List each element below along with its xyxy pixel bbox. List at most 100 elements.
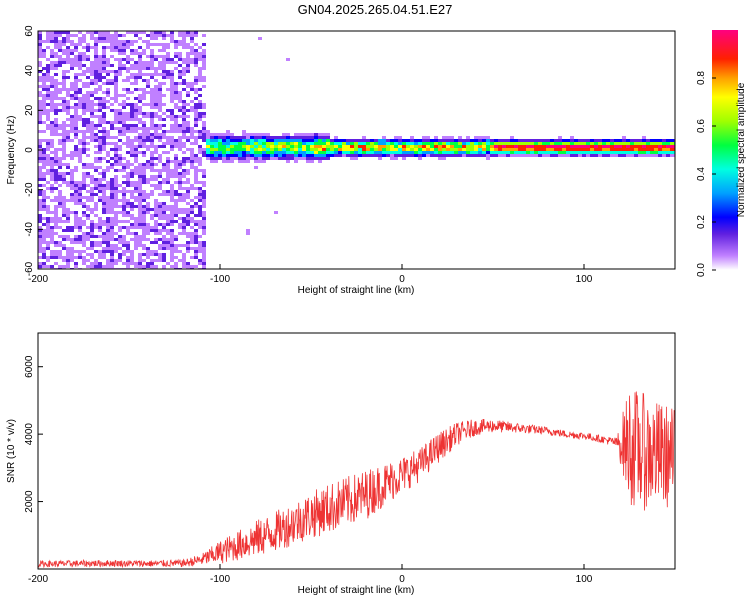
heatmap-cell [202, 238, 206, 241]
heatmap-cell [102, 232, 106, 235]
heatmap-cell [106, 118, 110, 121]
heatmap-cell [146, 199, 150, 202]
heatmap-cell [102, 79, 106, 82]
heatmap-cell [146, 34, 150, 37]
heatmap-cell [74, 247, 78, 250]
heatmap-cell [570, 151, 574, 154]
heatmap-cell [310, 145, 314, 148]
heatmap-cell [130, 91, 134, 94]
heatmap-cell [646, 142, 650, 145]
heatmap-cell [54, 178, 58, 181]
heatmap-cell [70, 259, 74, 262]
heatmap-cell [110, 181, 114, 184]
heatmap-cell [70, 163, 74, 166]
heatmap-cell [166, 118, 170, 121]
heatmap-cell [342, 151, 346, 154]
heatmap-cell [186, 112, 190, 115]
heatmap-cell [522, 139, 526, 142]
heatmap-cell [670, 139, 674, 142]
heatmap-cell [154, 187, 158, 190]
heatmap-cell [102, 43, 106, 46]
heatmap-cell [94, 190, 98, 193]
heatmap-cell [250, 148, 254, 151]
heatmap-cell [142, 172, 146, 175]
heatmap-cell [238, 136, 242, 139]
heatmap-cell [638, 136, 642, 139]
heatmap-cell [190, 262, 194, 265]
heatmap-cell [290, 151, 294, 154]
heatmap-cell [254, 139, 258, 142]
heatmap-cell [186, 223, 190, 226]
heatmap-cell [486, 151, 490, 154]
heatmap-cell [38, 70, 42, 73]
heatmap-cell [58, 226, 62, 229]
heatmap-cell [118, 106, 122, 109]
heatmap-cell [142, 139, 146, 142]
heatmap-cell [190, 82, 194, 85]
heatmap-cell [66, 67, 70, 70]
heatmap-cells [38, 31, 675, 269]
heatmap-cell [186, 70, 190, 73]
heatmap-cell [198, 244, 202, 247]
heatmap-cell [154, 205, 158, 208]
heatmap-cell [146, 226, 150, 229]
heatmap-cell [154, 124, 158, 127]
heatmap-cell [566, 139, 570, 142]
heatmap-cell [154, 94, 158, 97]
heatmap-cell [122, 64, 126, 67]
heatmap-cell [90, 34, 94, 37]
heatmap-cell [270, 148, 274, 151]
heatmap-cell [50, 169, 54, 172]
heatmap-cell [54, 265, 58, 268]
heatmap-cell [350, 151, 354, 154]
heatmap-cell [82, 67, 86, 70]
heatmap-cell [82, 217, 86, 220]
heatmap-cell [166, 208, 170, 211]
heatmap-cell [202, 67, 206, 70]
heatmap-cell [202, 181, 206, 184]
heatmap-cell [138, 100, 142, 103]
heatmap-cell [378, 142, 382, 145]
heatmap-cell [90, 247, 94, 250]
heatmap-cell [86, 238, 90, 241]
heatmap-cell [66, 124, 70, 127]
heatmap-cell [162, 214, 166, 217]
heatmap-cell [218, 154, 222, 157]
heatmap-cell [118, 46, 122, 49]
heatmap-cell [62, 109, 66, 112]
heatmap-cell [70, 184, 74, 187]
heatmap-cell [262, 136, 266, 139]
heatmap-cell [102, 37, 106, 40]
heatmap-cell [446, 154, 450, 157]
heatmap-cell [250, 154, 254, 157]
heatmap-cell [286, 145, 290, 148]
heatmap-cell [158, 88, 162, 91]
heatmap-cell [62, 79, 66, 82]
heatmap-cell [182, 157, 186, 160]
heatmap-cell [46, 82, 50, 85]
heatmap-cell [366, 145, 370, 148]
heatmap-cell [314, 142, 318, 145]
heatmap-cell [174, 238, 178, 241]
heatmap-cell [254, 157, 258, 160]
heatmap-cell [46, 256, 50, 259]
heatmap-cell [174, 244, 178, 247]
heatmap-cell [122, 46, 126, 49]
heatmap-cell [190, 52, 194, 55]
heatmap-cell [590, 145, 594, 148]
heatmap-cell [506, 148, 510, 151]
heatmap-cell [174, 94, 178, 97]
heatmap-cell [162, 178, 166, 181]
heatmap-cell [170, 112, 174, 115]
heatmap-cell [62, 76, 66, 79]
heatmap-cell [54, 208, 58, 211]
heatmap-cell [122, 175, 126, 178]
heatmap-cell [174, 190, 178, 193]
heatmap-cell [54, 172, 58, 175]
heatmap-cell [498, 154, 502, 157]
heatmap-cell [106, 238, 110, 241]
heatmap-cell [46, 190, 50, 193]
heatmap-cell [134, 127, 138, 130]
heatmap-cell [454, 136, 458, 139]
heatmap-cell [150, 217, 154, 220]
